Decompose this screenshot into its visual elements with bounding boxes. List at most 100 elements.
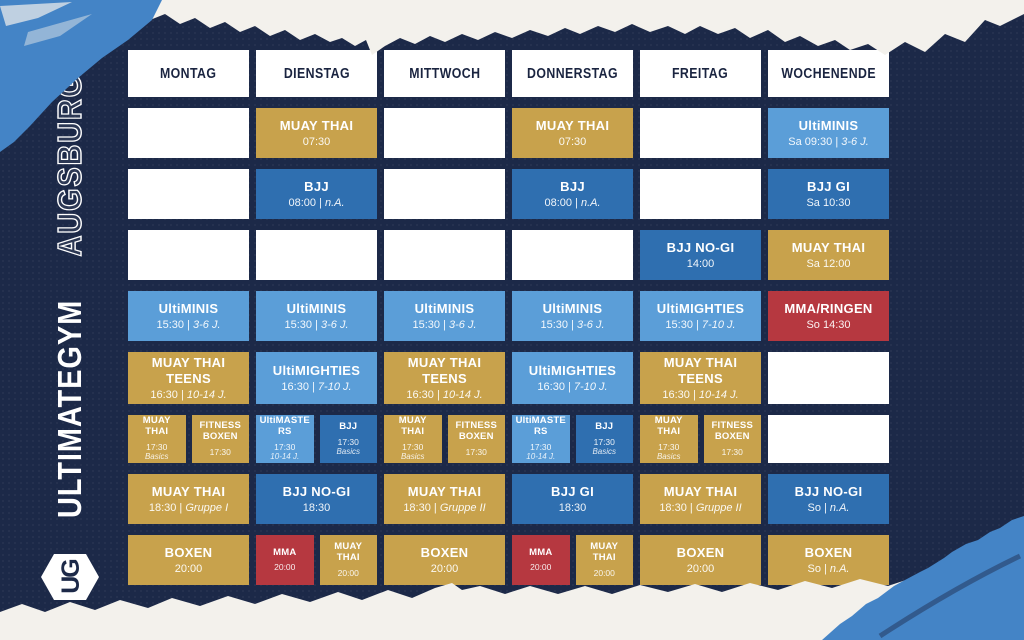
empty-slot	[512, 230, 633, 280]
class-time: 15:30 |	[540, 319, 577, 332]
class-cell: MUAY THAI 07:30	[512, 108, 633, 158]
class-title: BJJ	[304, 178, 329, 194]
class-cell: UltiMIGHTIES 16:30 | 7-10 J.	[256, 352, 377, 404]
class-cell: MUAY THAI 18:30 | Gruppe II	[384, 474, 505, 524]
class-title: MUAY THAI	[151, 483, 226, 499]
empty-slot	[128, 108, 249, 158]
class-time: 17:30	[721, 446, 743, 457]
class-cell: MUAY THAI TEENS 16:30 | 10-14 J.	[128, 352, 249, 404]
empty-slot	[640, 108, 761, 158]
class-cell: UltiMINIS 15:30 | 3-6 J.	[128, 291, 249, 341]
class-time: 17:30	[209, 446, 231, 457]
class-subtitle: 15:30 | 3-6 J.	[412, 319, 476, 331]
class-time: 15:30 |	[156, 319, 193, 332]
class-subtitle: So | n.A.	[807, 563, 849, 575]
class-note: n.A.	[829, 563, 850, 576]
class-cell-small: UltiMASTERS 17:30 10-14 J.	[256, 415, 314, 463]
class-title: UltiMINIS	[542, 300, 603, 316]
split-slot: MUAY THAI 17:30 Basics FITNESS BOXEN 17:30	[128, 415, 249, 463]
day-header-label: MONTAG	[160, 65, 217, 82]
class-time: 18:30 |	[659, 502, 696, 515]
class-note: Basics	[400, 452, 425, 462]
brush-streak-2	[24, 14, 92, 46]
class-title: BJJ	[560, 178, 585, 194]
class-note: n.A.	[829, 502, 850, 515]
empty-slot	[128, 169, 249, 219]
class-title: FITNESS BOXEN	[199, 420, 241, 442]
day-header-label: DIENSTAG	[283, 65, 350, 82]
class-subtitle: 16:30 | 10-14 J.	[662, 389, 738, 401]
class-title: BOXEN	[676, 544, 725, 560]
class-time: So 14:30	[806, 319, 851, 332]
class-time: 20:00	[593, 567, 615, 578]
class-cell: UltiMIGHTIES 15:30 | 7-10 J.	[640, 291, 761, 341]
class-cell-small: MMA 20:00	[512, 535, 570, 585]
class-subtitle: 15:30 | 7-10 J.	[665, 319, 735, 331]
empty-slot	[384, 230, 505, 280]
class-title: MUAY THAI TEENS	[663, 355, 738, 386]
day-header: DIENSTAG	[256, 50, 377, 97]
class-time: 17:30	[274, 442, 296, 453]
class-subtitle: 16:30 | 10-14 J.	[150, 389, 226, 401]
class-time: 16:30 |	[281, 381, 318, 394]
brand-gym-name: ULTIMATEGYM	[51, 300, 88, 519]
class-cell: MUAY THAI 18:30 | Gruppe I	[128, 474, 249, 524]
class-title: UltiMINIS	[158, 300, 219, 316]
class-title: FITNESS BOXEN	[711, 420, 753, 442]
class-subtitle: 15:30 | 3-6 J.	[156, 319, 220, 331]
class-cell: MMA/RINGEN So 14:30	[768, 291, 889, 341]
day-header: DONNERSTAG	[512, 50, 633, 97]
class-title: UltiMIGHTIES	[528, 362, 617, 378]
split-slot: MMA 20:00 MUAY THAI 20:00	[256, 535, 377, 585]
class-note: 3-6 J.	[576, 319, 605, 332]
class-subtitle: 20:00	[175, 563, 203, 575]
class-title: MUAY THAI	[663, 483, 738, 499]
class-time: 20:00	[430, 563, 459, 576]
class-note: 3-6 J.	[192, 319, 221, 332]
class-cell-small: MMA 20:00	[256, 535, 314, 585]
class-cell-small: MUAY THAI 17:30 Basics	[128, 415, 186, 463]
class-cell: UltiMIGHTIES 16:30 | 7-10 J.	[512, 352, 633, 404]
class-time: 17:30	[146, 442, 168, 453]
class-time: 18:30	[558, 502, 587, 515]
svg-text:UG: UG	[57, 560, 85, 594]
class-time: Sa 09:30 |	[788, 136, 842, 149]
empty-slot	[384, 169, 505, 219]
class-subtitle: 16:30 | 10-14 J.	[406, 389, 482, 401]
class-title: BJJ NO-GI	[282, 483, 351, 499]
class-note: 7-10 J.	[317, 381, 352, 394]
class-time: 20:00	[686, 563, 715, 576]
day-header: MONTAG	[128, 50, 249, 97]
split-slot: MMA 20:00 MUAY THAI 20:00	[512, 535, 633, 585]
class-time: Sa 10:30	[806, 197, 851, 210]
class-cell: UltiMINIS Sa 09:30 | 3-6 J.	[768, 108, 889, 158]
split-slot: UltiMASTERS 17:30 10-14 J. BJJ 17:30 Basics	[512, 415, 633, 463]
class-time: 17:30	[465, 446, 487, 457]
class-note: n.A.	[580, 197, 601, 210]
class-subtitle: 18:30	[303, 502, 331, 514]
class-note: Basics	[592, 446, 617, 456]
brand-sidebar: UG ULTIMATEGYM AUGSBURG	[29, 73, 111, 601]
class-cell: MUAY THAI TEENS 16:30 | 10-14 J.	[640, 352, 761, 404]
class-title: BJJ NO-GI	[794, 483, 863, 499]
class-time: 17:30	[402, 442, 424, 453]
class-cell-small: BJJ 17:30 Basics	[575, 415, 633, 463]
class-title: BOXEN	[164, 544, 213, 560]
class-time: So |	[807, 502, 830, 515]
class-time: 16:30 |	[537, 381, 574, 394]
class-title: BOXEN	[420, 544, 469, 560]
class-cell: BOXEN 20:00	[640, 535, 761, 585]
class-title: MUAY THAI	[590, 541, 619, 563]
class-title: UltiMIGHTIES	[272, 362, 361, 378]
empty-slot	[384, 108, 505, 158]
class-subtitle: 15:30 | 3-6 J.	[540, 319, 604, 331]
class-subtitle: So 14:30	[806, 319, 850, 331]
class-title: BJJ	[595, 420, 614, 432]
class-time: 08:00 |	[544, 197, 581, 210]
class-time: So |	[807, 563, 830, 576]
class-title: BOXEN	[804, 544, 853, 560]
class-subtitle: 18:30 | Gruppe II	[659, 502, 741, 514]
class-time: 07:30	[558, 136, 587, 149]
class-time: 20:00	[337, 567, 359, 578]
